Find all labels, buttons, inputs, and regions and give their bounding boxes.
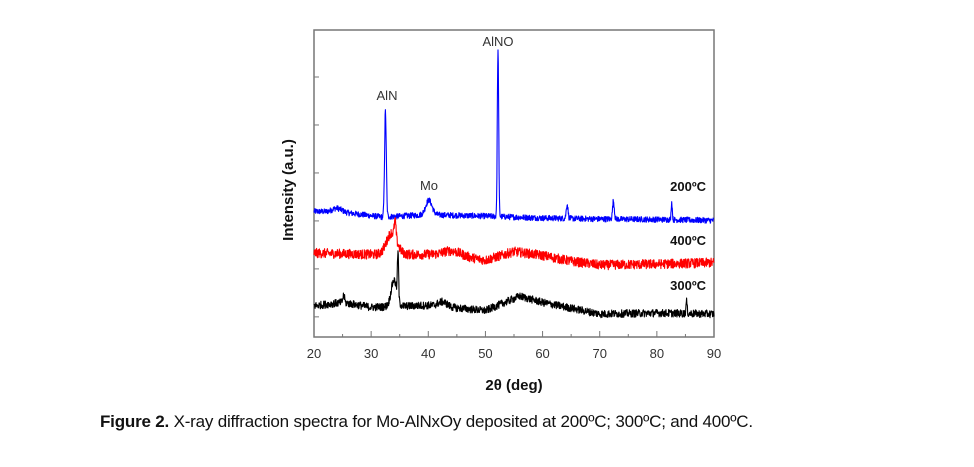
series-line-300c bbox=[313, 250, 715, 319]
x-tick-label: 60 bbox=[535, 346, 549, 361]
x-tick-label: 20 bbox=[307, 346, 321, 361]
series-group bbox=[313, 49, 715, 319]
series-label-400c: 400ºC bbox=[670, 233, 706, 248]
series-line-200c bbox=[313, 49, 715, 224]
caption-text: X-ray diffraction spectra for Mo-AlNxOy … bbox=[169, 412, 754, 431]
xrd-chart: 20 30 40 50 60 70 80 90 2θ (deg) Intensity (a.u… bbox=[280, 29, 721, 394]
figure-caption: Figure 2. X-ray diffraction spectra for … bbox=[100, 412, 930, 432]
series-label-300c: 300ºC bbox=[670, 278, 706, 293]
caption-label: Figure 2. bbox=[100, 412, 170, 431]
x-tick-label: 70 bbox=[592, 346, 606, 361]
x-axis-ticks: 20 30 40 50 60 70 80 90 bbox=[307, 331, 721, 361]
x-tick-label: 50 bbox=[478, 346, 492, 361]
y-axis-label: Intensity (a.u.) bbox=[280, 139, 297, 241]
series-line-400c bbox=[313, 217, 715, 271]
x-tick-label: 90 bbox=[707, 346, 721, 361]
x-tick-label: 80 bbox=[650, 346, 664, 361]
series-label-200c: 200ºC bbox=[670, 179, 706, 194]
plot-frame bbox=[313, 29, 715, 338]
x-tick-label: 30 bbox=[364, 346, 378, 361]
annotation-alno: AlNO bbox=[482, 34, 513, 49]
annotation-mo: Mo bbox=[420, 178, 438, 193]
x-axis-label: 2θ (deg) bbox=[485, 377, 542, 394]
annotation-aln: AlN bbox=[377, 88, 398, 103]
x-tick-label: 40 bbox=[421, 346, 435, 361]
y-axis-ticks bbox=[314, 29, 319, 318]
plot-border bbox=[313, 29, 715, 338]
